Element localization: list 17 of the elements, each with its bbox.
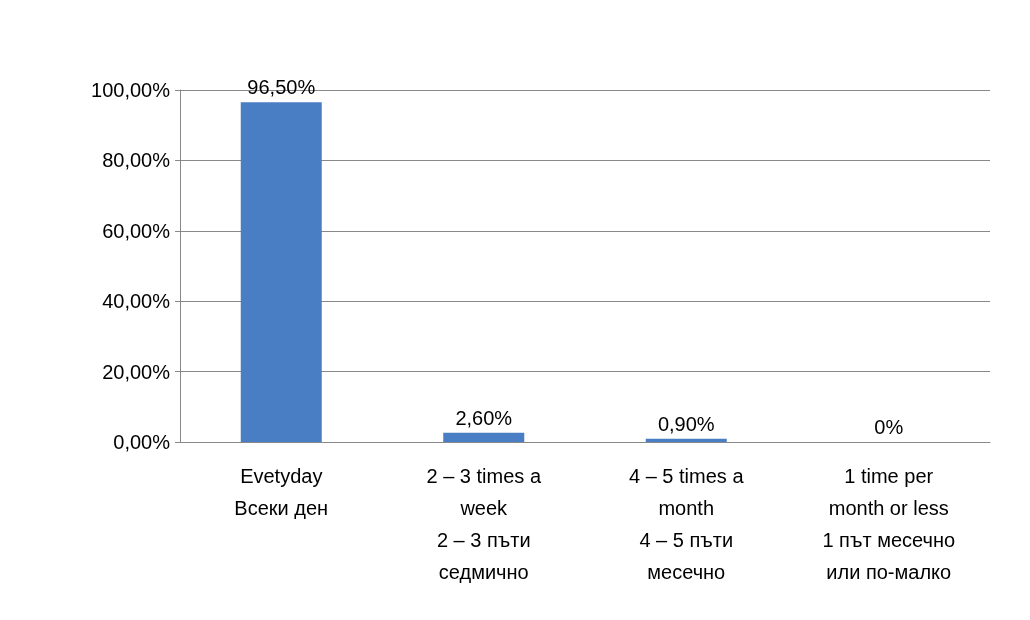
y-tick-label: 40,00% (102, 290, 171, 313)
data-label: 96,50% (247, 76, 316, 99)
y-tick-label: 80,00% (102, 149, 171, 172)
bar (645, 438, 727, 442)
data-label: 0% (874, 416, 904, 438)
y-tick-label: 60,00% (102, 219, 171, 242)
data-label: 2,60% (455, 406, 513, 429)
bar (443, 432, 525, 442)
bar (240, 102, 322, 442)
x-tick-label: 4 – 5 times a month 4 – 5 пъти месечно (628, 465, 745, 583)
x-tick-label: Evetyday Всеки ден (234, 465, 329, 519)
y-tick-label: 0,00% (113, 431, 171, 453)
x-tick-label: 2 – 3 times a week 2 – 3 пъти седмично (426, 465, 542, 583)
data-label: 0,90% (657, 412, 715, 435)
x-tick-label: 1 time per month or less 1 път месечно или по-малко (822, 465, 956, 583)
y-tick-label: 100,00% (91, 79, 171, 101)
y-tick-label: 20,00% (102, 360, 171, 383)
